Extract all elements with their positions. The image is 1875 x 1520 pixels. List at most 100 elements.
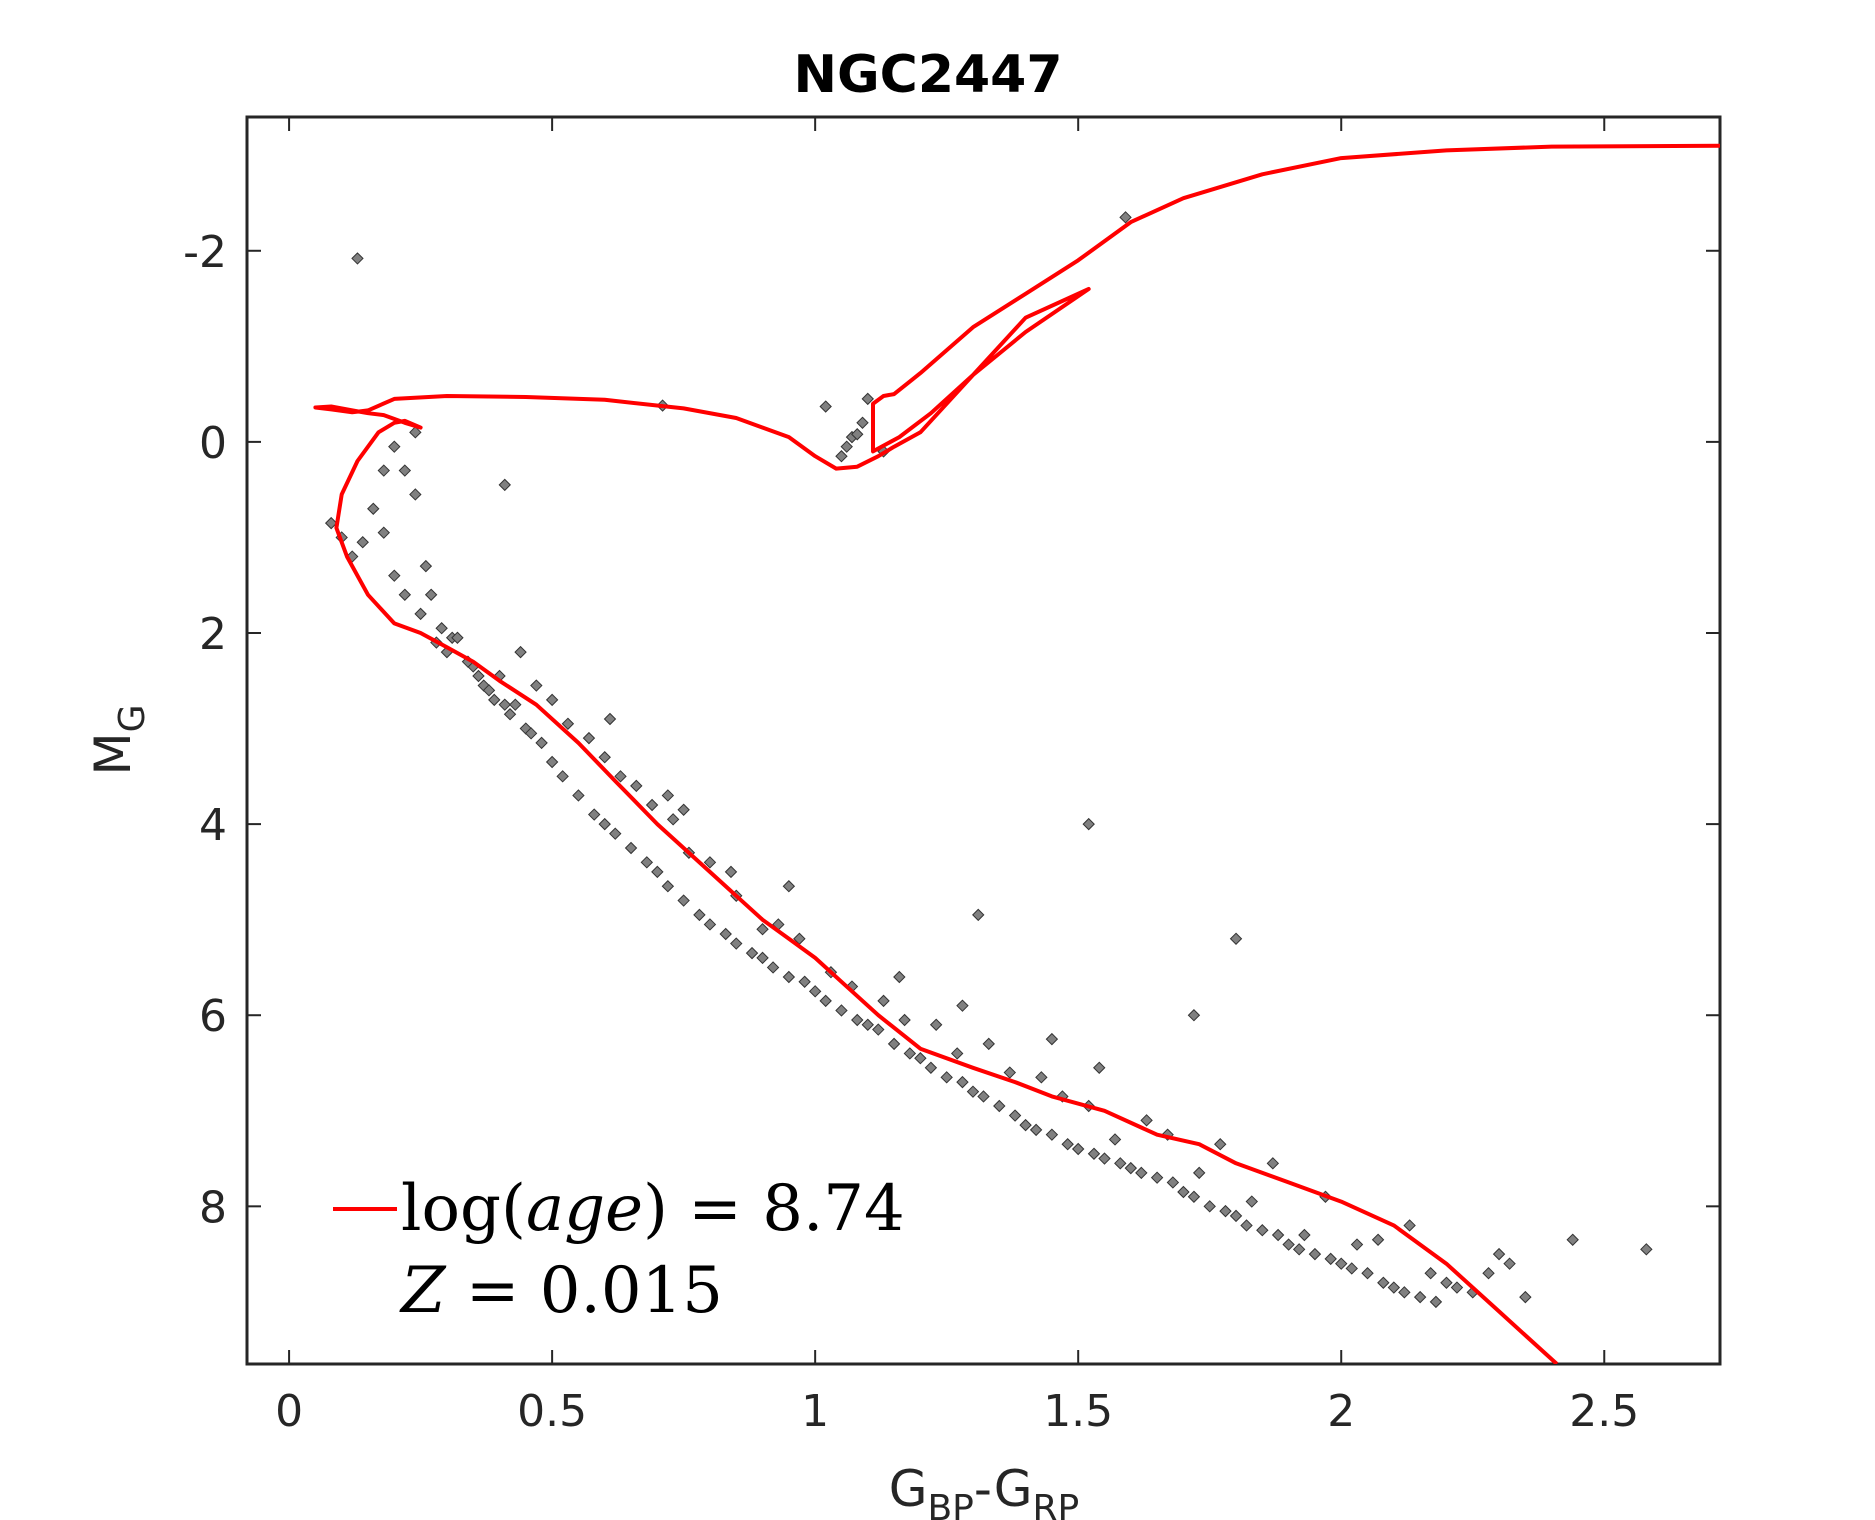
star-point	[835, 1004, 848, 1017]
star-point	[1377, 1276, 1390, 1289]
legend-z-var: Z	[399, 1254, 447, 1328]
star-point	[872, 1023, 885, 1036]
star-point	[835, 450, 848, 463]
star-point	[1350, 1238, 1364, 1251]
star-point	[377, 464, 390, 477]
star-point	[1266, 1157, 1280, 1170]
y-tick-label: -2	[183, 227, 227, 278]
star-point	[1098, 1152, 1111, 1165]
star-point	[1256, 1224, 1269, 1237]
star-point	[367, 502, 380, 515]
star-point	[530, 679, 543, 692]
star-point	[451, 631, 464, 644]
x-tick-label: 1.5	[1043, 1386, 1113, 1437]
star-point	[903, 1047, 917, 1060]
star-point	[398, 588, 412, 601]
star-point	[1424, 1267, 1437, 1280]
legend-age-var: age	[526, 1172, 643, 1246]
star-point	[535, 736, 548, 750]
star-point	[1450, 1281, 1464, 1294]
star-point	[1298, 1228, 1311, 1242]
star-point	[488, 693, 501, 707]
star-point	[798, 975, 811, 988]
star-point	[1045, 1128, 1059, 1141]
star-point	[851, 428, 864, 441]
star-point	[324, 516, 338, 530]
star-point	[598, 751, 611, 764]
star-point	[582, 731, 596, 745]
legend: log(age) = 8.74 Z = 0.015	[333, 1172, 905, 1328]
star-point	[856, 416, 869, 429]
star-point	[877, 994, 890, 1008]
star-point	[956, 1075, 969, 1089]
star-point	[1019, 1118, 1032, 1132]
x-axis-label-sub2: RP	[1033, 1488, 1080, 1520]
star-point	[966, 1085, 980, 1098]
star-point	[898, 1013, 911, 1027]
star-point	[1282, 1238, 1295, 1251]
star-point	[1229, 932, 1243, 945]
star-point	[388, 569, 401, 582]
isochrone-line	[313, 143, 1720, 1364]
star-point	[1398, 1286, 1411, 1299]
star-point	[993, 1099, 1006, 1113]
star-point	[819, 994, 832, 1008]
star-point	[661, 789, 675, 802]
star-point	[666, 813, 680, 826]
x-tick-label: 2	[1327, 1386, 1355, 1437]
star-point	[472, 669, 485, 683]
star-point	[1082, 817, 1095, 831]
x-axis-ticks: 0 0.5 1 1.5 2 2.5	[275, 117, 1639, 1437]
star-point	[1203, 1200, 1216, 1213]
star-point	[1187, 1009, 1201, 1022]
star-point	[1124, 1161, 1138, 1175]
star-point	[887, 1037, 901, 1051]
x-axis-label-g2: G	[994, 1460, 1033, 1518]
x-axis-label-sub1: BP	[927, 1488, 973, 1520]
star-point	[651, 865, 664, 879]
star-point	[1187, 1190, 1201, 1203]
star-point	[1114, 1157, 1127, 1170]
star-point	[1008, 1109, 1022, 1122]
star-point	[1071, 1142, 1085, 1156]
legend-label-metallicity: Z = 0.015	[399, 1254, 723, 1328]
star-point	[840, 440, 853, 453]
y-axis-label-main: M	[84, 732, 142, 775]
star-point	[677, 894, 690, 907]
star-point	[1361, 1267, 1374, 1280]
star-point	[603, 712, 617, 726]
star-point	[745, 946, 759, 960]
star-point	[977, 1090, 990, 1103]
star-point	[914, 1052, 927, 1065]
chart-title: NGC2447	[793, 45, 1062, 105]
star-point	[1519, 1290, 1532, 1304]
star-point	[645, 798, 659, 812]
star-point	[1292, 1243, 1306, 1256]
star-point	[982, 1037, 995, 1051]
star-point	[1119, 211, 1132, 224]
star-point	[1108, 1133, 1122, 1146]
star-point	[724, 865, 738, 879]
star-point	[414, 607, 427, 621]
star-point	[1387, 1281, 1401, 1294]
star-point	[572, 789, 585, 802]
star-point	[409, 426, 422, 439]
star-point	[1566, 1233, 1579, 1246]
star-point	[1245, 1195, 1259, 1208]
star-point	[1061, 1138, 1074, 1151]
star-point	[545, 755, 559, 769]
x-tick-label: 1	[801, 1386, 829, 1437]
star-point	[1177, 1185, 1190, 1199]
star-point	[640, 856, 654, 869]
star-point	[929, 1018, 943, 1031]
star-point	[356, 536, 369, 549]
star-point	[561, 717, 575, 730]
star-point	[1429, 1295, 1443, 1309]
star-point	[514, 645, 527, 659]
star-point	[1045, 1032, 1059, 1046]
star-point	[1308, 1247, 1322, 1261]
star-point	[1087, 1147, 1101, 1160]
star-point	[719, 927, 732, 941]
star-point	[1324, 1252, 1337, 1266]
star-point	[545, 693, 559, 707]
